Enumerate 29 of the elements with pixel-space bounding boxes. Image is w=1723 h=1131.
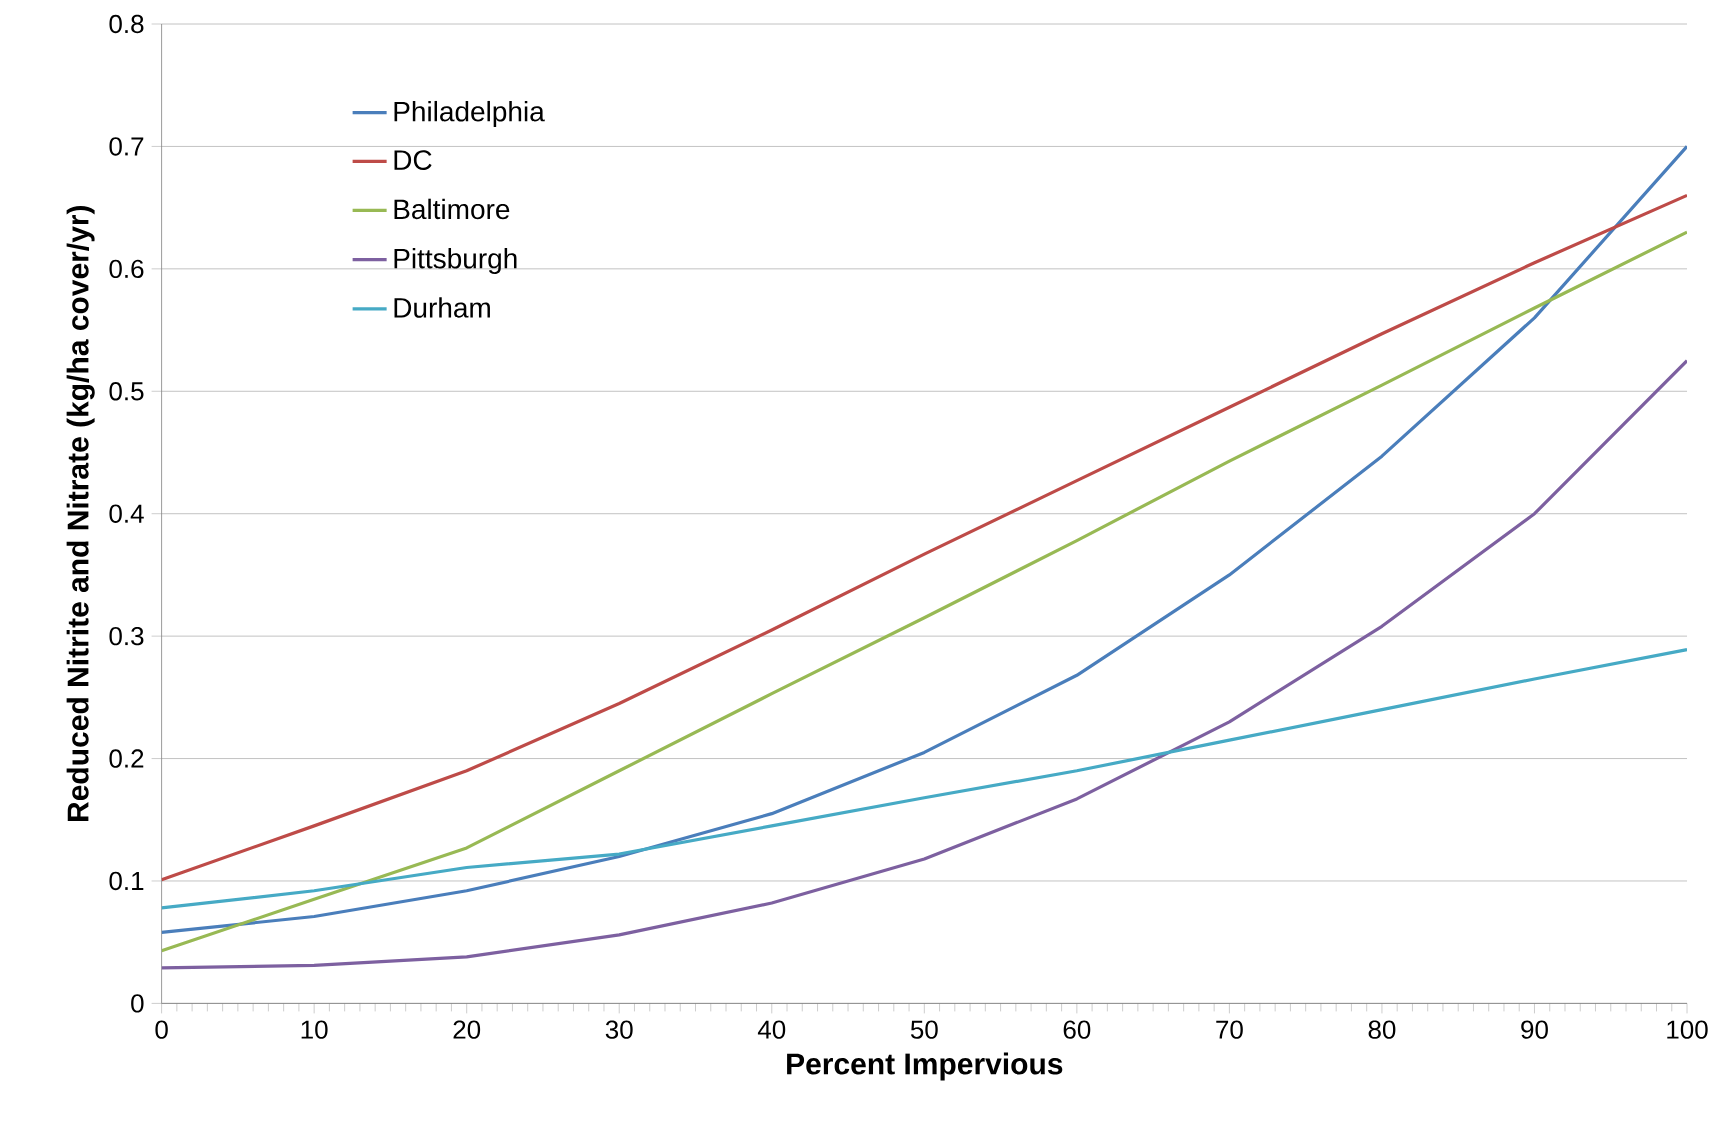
x-tick-label: 40: [757, 1020, 786, 1039]
legend-label: Philadelphia: [394, 100, 545, 128]
y-tick-label: 0.7: [109, 137, 144, 156]
y-tick-label: 0.3: [109, 626, 144, 646]
legend-label: Pittsburgh: [394, 247, 517, 275]
legend-label: Durham: [394, 297, 490, 318]
line-series: [161, 647, 1688, 910]
x-tick-label: 20: [453, 1020, 481, 1039]
y-tick-label: 0.1: [109, 871, 144, 891]
y-tick-label: 0.5: [109, 382, 144, 401]
x-tick-label: 30: [605, 1020, 633, 1039]
x-tick-label: 80: [1368, 1020, 1396, 1039]
x-tick-label: 60: [1063, 1020, 1091, 1039]
x-tick-label: 50: [910, 1020, 938, 1039]
line-series: [161, 359, 1688, 970]
x-axis-title: Percent Impervious: [787, 1052, 1063, 1081]
y-tick-label: 0.4: [109, 504, 144, 523]
x-tick-label: 90: [1521, 1020, 1548, 1039]
x-tick-label: 100: [1667, 1020, 1708, 1039]
y-tick-label: 0: [131, 994, 144, 1013]
x-tick-label: 10: [301, 1020, 328, 1039]
y-tick-label: 0.6: [109, 259, 144, 279]
y-tick-label: 0.8: [109, 14, 144, 34]
legend-label: Baltimore: [394, 198, 510, 220]
y-tick-label: 0.2: [109, 749, 144, 768]
x-tick-label: 70: [1216, 1020, 1243, 1039]
y-axis-title: Reduced Nitrite and Nitrate (kg/ha cover/yr): [66, 205, 95, 821]
legend-label: DC: [394, 150, 432, 171]
x-tick-label: 0: [155, 1020, 168, 1039]
